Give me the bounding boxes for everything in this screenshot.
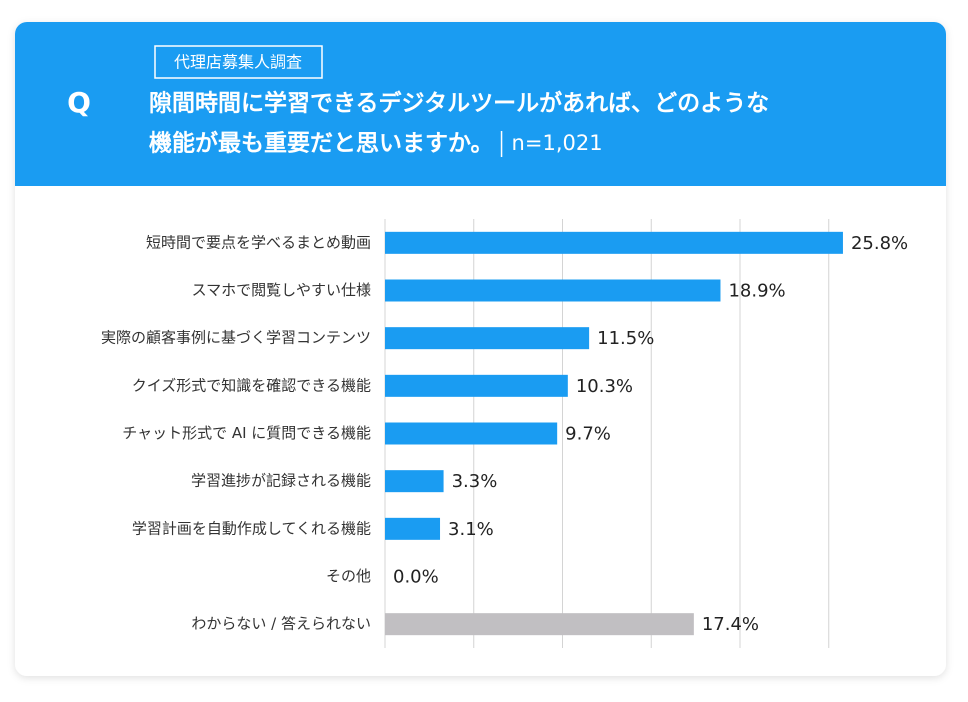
bar	[385, 422, 558, 445]
bar	[385, 374, 568, 397]
value-label: 10.3%	[576, 376, 633, 397]
sample-size: n=1,021	[512, 131, 603, 155]
category-label: わからない / 答えられない	[191, 615, 371, 633]
title: 機能が最も重要だと思いますか。	[149, 130, 494, 157]
value-label: 25.8%	[851, 233, 908, 254]
value-label: 18.9%	[728, 281, 785, 302]
bar	[385, 231, 843, 254]
value-label: 9.7%	[565, 424, 611, 445]
bar	[385, 517, 441, 540]
category-label: 学習進捗が記録される機能	[191, 472, 371, 490]
value-label: 3.1%	[448, 519, 494, 540]
category-label: 実際の顧客事例に基づく学習コンテンツ	[101, 329, 371, 347]
bar	[385, 279, 721, 302]
tag: 代理店募集人調査	[174, 53, 302, 72]
category-label: クイズ形式で知識を確認できる機能	[132, 376, 371, 394]
bar	[385, 470, 444, 493]
tag-box	[154, 45, 323, 79]
category-label: 短時間で要点を学べるまとめ動画	[146, 233, 371, 251]
bar	[385, 613, 694, 636]
q-label: Q	[67, 86, 91, 119]
category-label: チャット形式で AI に質問できる機能	[122, 424, 371, 442]
title: 隙間時間に学習できるデジタルツールがあれば、どのような	[149, 90, 769, 117]
category-label: その他	[326, 567, 371, 585]
value-label: 3.3%	[452, 471, 498, 492]
bar	[385, 327, 590, 350]
value-label: 0.0%	[393, 567, 439, 588]
category-label: 学習計画を自動作成してくれる機能	[132, 519, 371, 537]
value-label: 11.5%	[597, 328, 654, 349]
category-label: スマホで閲覧しやすい仕様	[192, 281, 371, 299]
header	[15, 22, 946, 186]
value-label: 17.4%	[702, 614, 759, 635]
